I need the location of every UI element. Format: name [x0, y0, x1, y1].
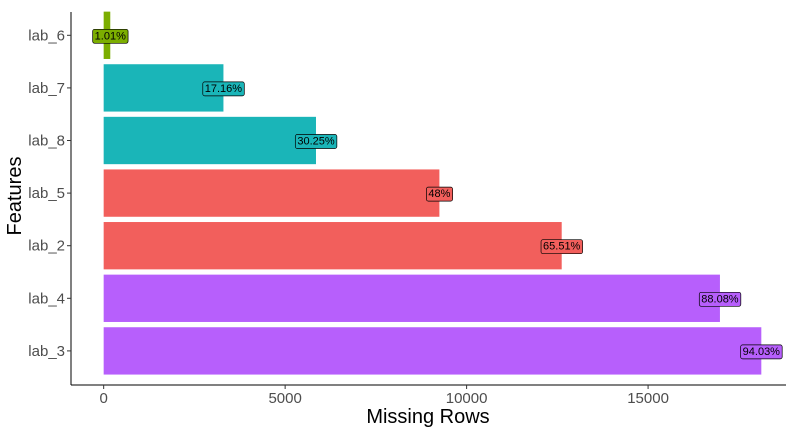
- y-tick-label-lab_4: lab_4: [28, 290, 65, 307]
- data-label-box: [740, 344, 783, 360]
- data-label-lab_3: 94.03%: [740, 344, 783, 360]
- y-axis-title: Features: [4, 157, 26, 236]
- bar-lab_5: [103, 169, 440, 217]
- y-tick-label-lab_6: lab_6: [28, 27, 65, 44]
- data-label-box: [92, 28, 129, 44]
- data-labels-layer: 1.01% 17.16% 30.25% 48% 65.51% 88.08% 94.03%: [92, 28, 783, 360]
- data-label-text: 48%: [428, 188, 450, 200]
- x-ticks-layer: 0 5000 10000 15000: [99, 385, 669, 407]
- data-label-text: 65.51%: [543, 241, 581, 253]
- data-label-lab_7: 17.16%: [202, 81, 245, 97]
- data-label-box: [698, 291, 742, 307]
- data-label-box: [426, 186, 453, 202]
- data-label-text: 88.08%: [701, 293, 739, 305]
- bar-lab_2: [103, 222, 562, 270]
- data-label-box: [540, 239, 583, 255]
- bar-lab_4: [103, 274, 720, 322]
- bar-lab_8: [103, 116, 316, 165]
- data-label-text: 30.25%: [297, 136, 335, 148]
- y-tick-label-lab_2: lab_2: [28, 238, 65, 255]
- y-ticks-layer: lab_6 lab_7 lab_8 lab_5 lab_2 lab_4 lab_3: [28, 27, 71, 360]
- x-axis-title: Missing Rows: [366, 406, 489, 428]
- y-tick-label-lab_8: lab_8: [28, 133, 65, 150]
- data-label-lab_5: 48%: [426, 186, 453, 202]
- y-tick-label-lab_7: lab_7: [28, 80, 65, 97]
- data-label-lab_6: 1.01%: [92, 28, 129, 44]
- x-tick-label: 15000: [627, 390, 669, 407]
- y-tick-label-lab_5: lab_5: [28, 185, 65, 202]
- bar-lab_3: [103, 327, 762, 375]
- data-label-text: 94.03%: [743, 346, 781, 358]
- bars-layer: [103, 11, 762, 375]
- data-label-box: [202, 81, 245, 97]
- data-label-lab_4: 88.08%: [698, 291, 742, 307]
- data-label-lab_2: 65.51%: [540, 239, 583, 255]
- data-label-lab_8: 30.25%: [294, 134, 338, 149]
- x-tick-label: 10000: [446, 390, 488, 407]
- data-label-text: 1.01%: [95, 30, 126, 42]
- data-label-text: 17.16%: [205, 83, 243, 95]
- y-tick-label-lab_3: lab_3: [28, 343, 65, 360]
- x-tick-label: 5000: [268, 390, 301, 407]
- data-label-box: [294, 134, 338, 149]
- x-tick-label: 0: [99, 390, 107, 407]
